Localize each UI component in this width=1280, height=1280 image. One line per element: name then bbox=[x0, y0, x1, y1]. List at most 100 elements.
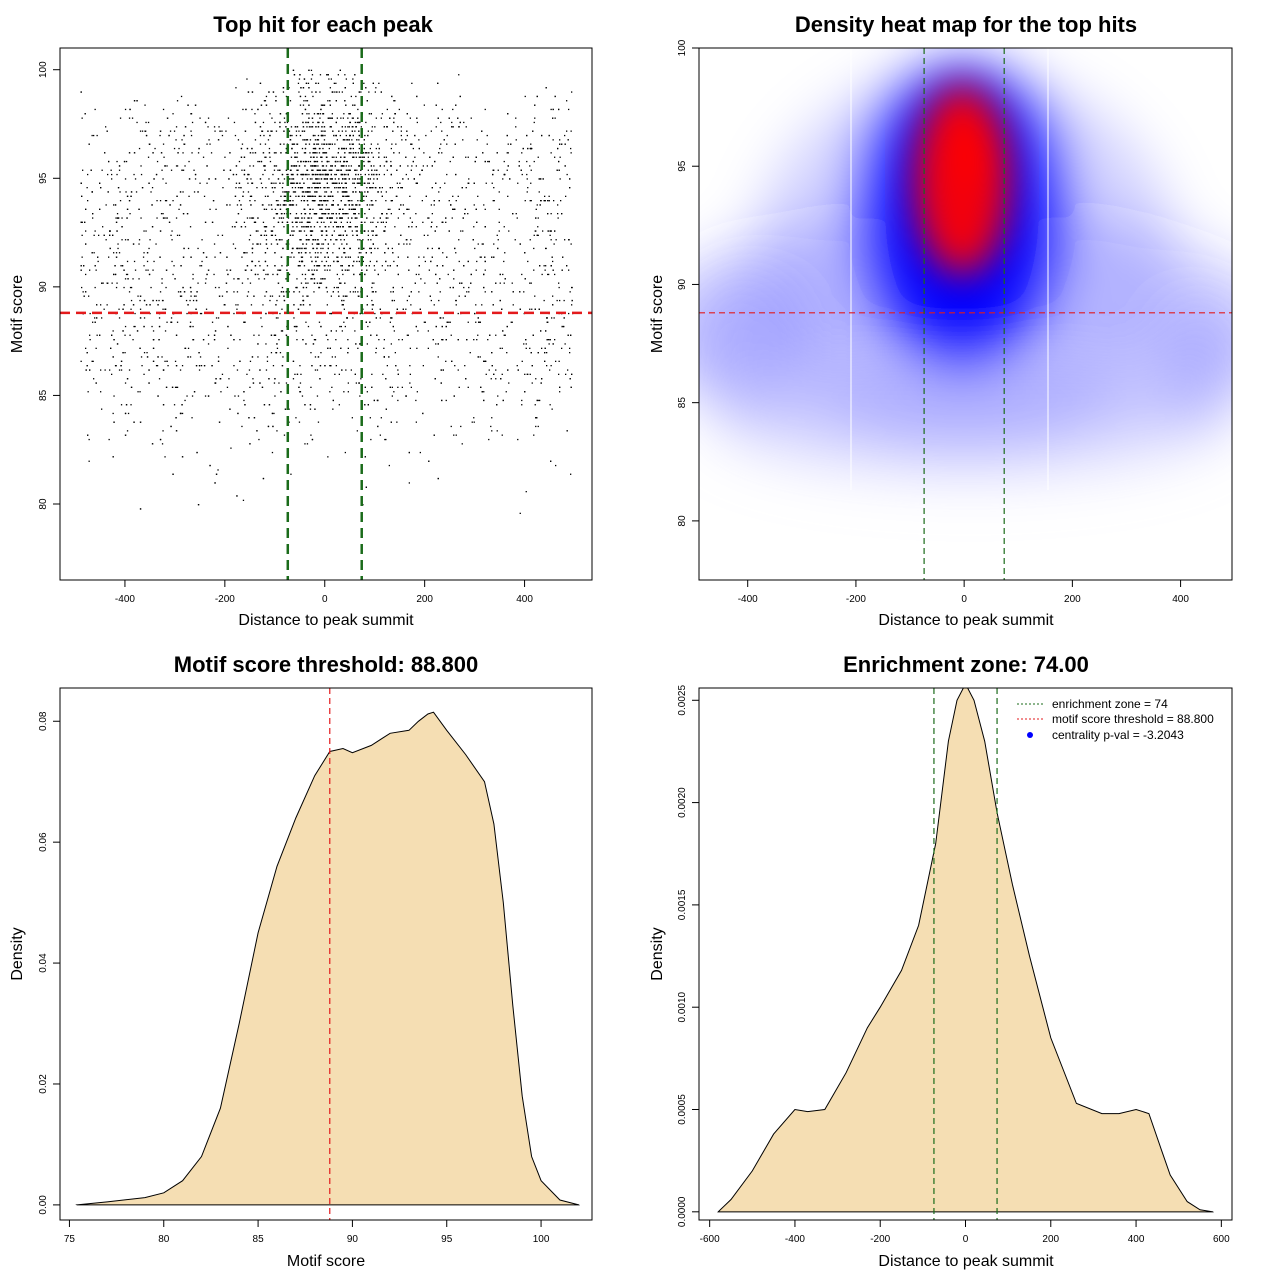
scatter-point bbox=[112, 356, 114, 358]
scatter-point bbox=[275, 100, 277, 102]
scatter-point bbox=[276, 299, 278, 302]
scatter-point bbox=[181, 412, 184, 415]
scatter-point bbox=[475, 208, 477, 210]
scatter-point bbox=[308, 187, 311, 189]
scatter-point bbox=[554, 156, 556, 158]
scatter-point bbox=[229, 408, 231, 410]
scatter-point bbox=[394, 352, 396, 354]
scatter-point bbox=[548, 339, 550, 341]
scatter-point bbox=[398, 339, 400, 341]
scatter-point bbox=[487, 339, 489, 341]
scatter-point bbox=[459, 121, 461, 124]
scatter-point bbox=[142, 256, 145, 258]
scatter-point bbox=[124, 334, 126, 336]
scatter-point bbox=[374, 126, 376, 128]
scatter-point bbox=[334, 165, 336, 167]
scatter-point bbox=[300, 200, 303, 202]
scatter-point bbox=[166, 165, 168, 167]
scatter-point bbox=[335, 173, 337, 176]
scatter-point bbox=[483, 204, 485, 206]
scatter-point bbox=[328, 143, 330, 145]
scatter-point bbox=[344, 178, 346, 180]
scatter-point bbox=[345, 78, 347, 80]
scatter-point bbox=[292, 226, 294, 228]
scatter-point bbox=[550, 230, 552, 232]
scatter-point bbox=[415, 213, 417, 215]
scatter-point bbox=[316, 160, 318, 163]
scatter-point bbox=[121, 226, 123, 228]
scatter-point bbox=[195, 308, 197, 310]
scatter-point bbox=[430, 260, 432, 263]
scatter-point bbox=[343, 252, 345, 254]
scatter-point bbox=[347, 256, 349, 258]
scatter-point bbox=[418, 273, 420, 276]
scatter-point bbox=[154, 147, 156, 150]
legend-label-enrichment-zone: enrichment zone = 74 bbox=[1052, 697, 1168, 711]
scatter-point bbox=[292, 360, 295, 362]
scatter-point bbox=[507, 143, 509, 145]
scatter-point bbox=[552, 295, 554, 297]
scatter-point bbox=[338, 247, 340, 250]
scatter-point bbox=[320, 108, 322, 111]
scatter-point bbox=[427, 247, 429, 250]
scatter-point bbox=[82, 169, 84, 171]
scatter-point bbox=[257, 243, 259, 245]
scatter-point bbox=[566, 173, 568, 176]
y-tick-label: 80 bbox=[677, 515, 688, 527]
scatter-point bbox=[338, 404, 340, 406]
scatter-point bbox=[272, 425, 274, 428]
scatter-point bbox=[355, 95, 357, 98]
scatter-point bbox=[80, 360, 82, 362]
scatter-point bbox=[378, 147, 380, 150]
scatter-point bbox=[319, 200, 321, 202]
scatter-point bbox=[170, 321, 172, 323]
scatter-point bbox=[316, 221, 319, 223]
x-tick-label: 75 bbox=[64, 1234, 76, 1245]
scatter-point bbox=[247, 278, 249, 280]
scatter-point bbox=[356, 121, 358, 124]
scatter-point bbox=[347, 352, 349, 354]
scatter-point bbox=[322, 134, 324, 137]
scatter-point bbox=[289, 134, 292, 137]
scatter-point bbox=[179, 295, 182, 297]
scatter-point bbox=[257, 108, 259, 111]
scatter-point bbox=[493, 243, 495, 245]
scatter-point bbox=[307, 160, 310, 163]
scatter-point bbox=[302, 160, 305, 163]
scatter-point bbox=[323, 195, 326, 197]
scatter-point bbox=[88, 460, 90, 462]
scatter-point bbox=[544, 195, 546, 197]
scatter-point bbox=[379, 308, 381, 310]
scatter-point bbox=[335, 365, 337, 367]
scatter-point bbox=[174, 278, 176, 280]
scatter-point bbox=[343, 191, 345, 193]
scatter-point bbox=[291, 221, 294, 223]
scatter-point bbox=[110, 347, 112, 349]
scatter-point bbox=[534, 117, 536, 119]
scatter-point bbox=[302, 299, 305, 302]
scatter-point bbox=[569, 352, 571, 354]
scatter-point bbox=[336, 169, 338, 171]
scatter-point bbox=[217, 317, 220, 319]
scatter-point bbox=[473, 226, 475, 228]
scatter-point bbox=[375, 200, 377, 202]
x-tick-label: 80 bbox=[158, 1234, 170, 1245]
scatter-point bbox=[226, 386, 229, 388]
scatter-point bbox=[337, 256, 339, 258]
scatter-point bbox=[317, 243, 319, 245]
scatter-point bbox=[99, 182, 101, 184]
scatter-point bbox=[409, 347, 411, 349]
scatter-point bbox=[337, 74, 339, 76]
scatter-point bbox=[374, 269, 376, 271]
y-tick-label: 0.0010 bbox=[677, 991, 688, 1022]
scatter-point bbox=[296, 325, 298, 328]
scatter-point bbox=[326, 187, 328, 189]
scatter-point bbox=[317, 139, 320, 141]
scatter-point bbox=[548, 343, 550, 345]
scatter-point bbox=[275, 130, 278, 132]
scatter-point bbox=[571, 286, 573, 289]
scatter-point bbox=[326, 178, 328, 180]
scatter-point bbox=[201, 260, 203, 263]
scatter-point bbox=[352, 117, 354, 119]
scatter-point bbox=[164, 308, 167, 310]
